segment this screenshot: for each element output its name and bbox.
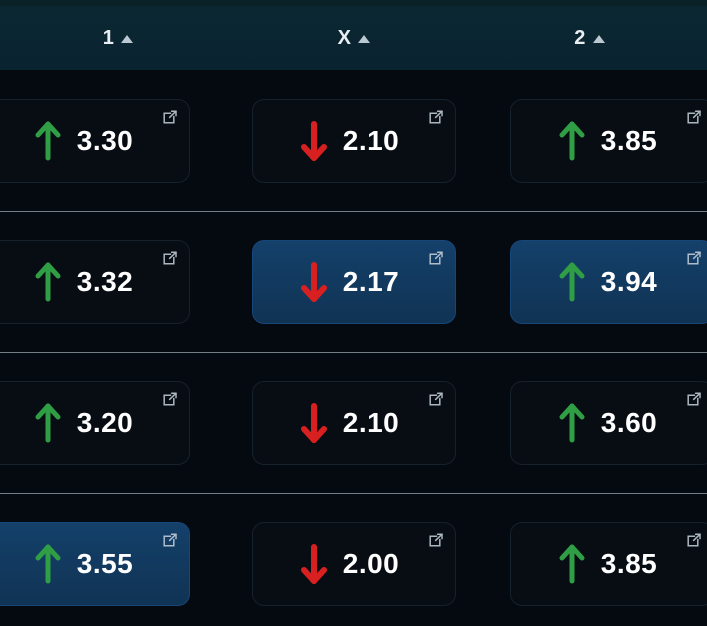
odds-cell-slot: 2.17 [236, 211, 472, 352]
odds-button-x[interactable]: 2.10 [252, 98, 456, 183]
external-link-icon[interactable] [686, 250, 702, 266]
odds-value: 3.85 [600, 547, 658, 579]
odds-value: 2.10 [342, 406, 400, 438]
trend-down-arrow-icon [300, 402, 327, 443]
trend-down-arrow-icon [300, 543, 327, 584]
odds-row: 3.30 2.10 3.85 [0, 70, 707, 211]
odds-value: 3.32 [76, 265, 134, 297]
trend-up-arrow-icon [559, 121, 585, 160]
odds-row: 3.20 2.10 3.60 [0, 352, 707, 493]
odds-button-1[interactable]: 3.20 [0, 380, 190, 465]
external-link-icon[interactable] [162, 391, 178, 407]
odds-cell-slot: 3.30 [0, 70, 236, 211]
odds-button-x[interactable]: 2.17 [252, 239, 456, 324]
odds-value: 3.20 [76, 406, 134, 438]
odds-cell-slot: 3.32 [0, 211, 236, 352]
odds-button-2[interactable]: 3.85 [510, 98, 707, 183]
odds-button-1[interactable]: 3.55 [0, 521, 190, 606]
odds-cell-slot: 2.10 [236, 70, 472, 211]
column-header-label: 1 [102, 27, 115, 49]
odds-button-x[interactable]: 2.10 [252, 380, 456, 465]
odds-rows: 3.30 2.10 3.85 3.32 2.17 3.94 3.20 2.10 3.60 3.55… [0, 70, 707, 626]
odds-button-2[interactable]: 3.85 [510, 521, 707, 606]
trend-up-arrow-icon [559, 262, 585, 301]
trend-down-arrow-icon [300, 120, 327, 161]
odds-button-1[interactable]: 3.32 [0, 239, 190, 324]
external-link-icon[interactable] [162, 532, 178, 548]
odds-column-header: 1 X 2 [0, 6, 707, 70]
external-link-icon[interactable] [428, 109, 444, 125]
odds-button-x[interactable]: 2.00 [252, 521, 456, 606]
odds-cell-slot: 3.94 [472, 211, 707, 352]
odds-cell-slot: 2.00 [236, 493, 472, 626]
external-link-icon[interactable] [686, 532, 702, 548]
external-link-icon[interactable] [428, 391, 444, 407]
trend-up-arrow-icon [35, 403, 61, 442]
column-header-2[interactable]: 2 [472, 6, 707, 70]
odds-cell-slot: 3.20 [0, 352, 236, 493]
column-header-label: 2 [574, 27, 586, 49]
odds-value: 2.10 [342, 124, 400, 156]
odds-row: 3.55 2.00 3.85 [0, 493, 707, 626]
odds-cell-slot: 3.85 [472, 70, 707, 211]
external-link-icon[interactable] [162, 109, 178, 125]
sort-ascending-caret-icon[interactable] [592, 35, 605, 43]
odds-value: 2.17 [342, 265, 400, 297]
external-link-icon[interactable] [428, 250, 444, 266]
odds-cell-slot: 3.60 [472, 352, 707, 493]
odds-value: 3.60 [600, 406, 658, 438]
odds-value: 3.30 [76, 124, 134, 156]
odds-cell-slot: 3.55 [0, 493, 236, 626]
odds-cell-slot: 3.85 [472, 493, 707, 626]
odds-button-2[interactable]: 3.94 [510, 239, 707, 324]
trend-up-arrow-icon [559, 403, 585, 442]
odds-button-1[interactable]: 3.30 [0, 98, 190, 183]
sort-ascending-caret-icon[interactable] [358, 35, 371, 43]
trend-up-arrow-icon [35, 544, 61, 583]
trend-up-arrow-icon [35, 121, 61, 160]
sort-ascending-caret-icon[interactable] [121, 35, 134, 43]
external-link-icon[interactable] [428, 532, 444, 548]
odds-row: 3.32 2.17 3.94 [0, 211, 707, 352]
trend-up-arrow-icon [559, 544, 585, 583]
odds-value: 3.85 [600, 124, 658, 156]
external-link-icon[interactable] [686, 109, 702, 125]
column-header-label: X [337, 27, 352, 49]
top-edge-strip [0, 0, 707, 6]
odds-value: 2.00 [342, 547, 400, 579]
external-link-icon[interactable] [686, 391, 702, 407]
trend-down-arrow-icon [300, 261, 327, 302]
column-header-x[interactable]: X [236, 6, 472, 70]
trend-up-arrow-icon [35, 262, 61, 301]
odds-value: 3.55 [76, 547, 134, 579]
odds-value: 3.94 [600, 265, 658, 297]
external-link-icon[interactable] [162, 250, 178, 266]
odds-button-2[interactable]: 3.60 [510, 380, 707, 465]
column-header-1[interactable]: 1 [0, 6, 236, 70]
odds-cell-slot: 2.10 [236, 352, 472, 493]
